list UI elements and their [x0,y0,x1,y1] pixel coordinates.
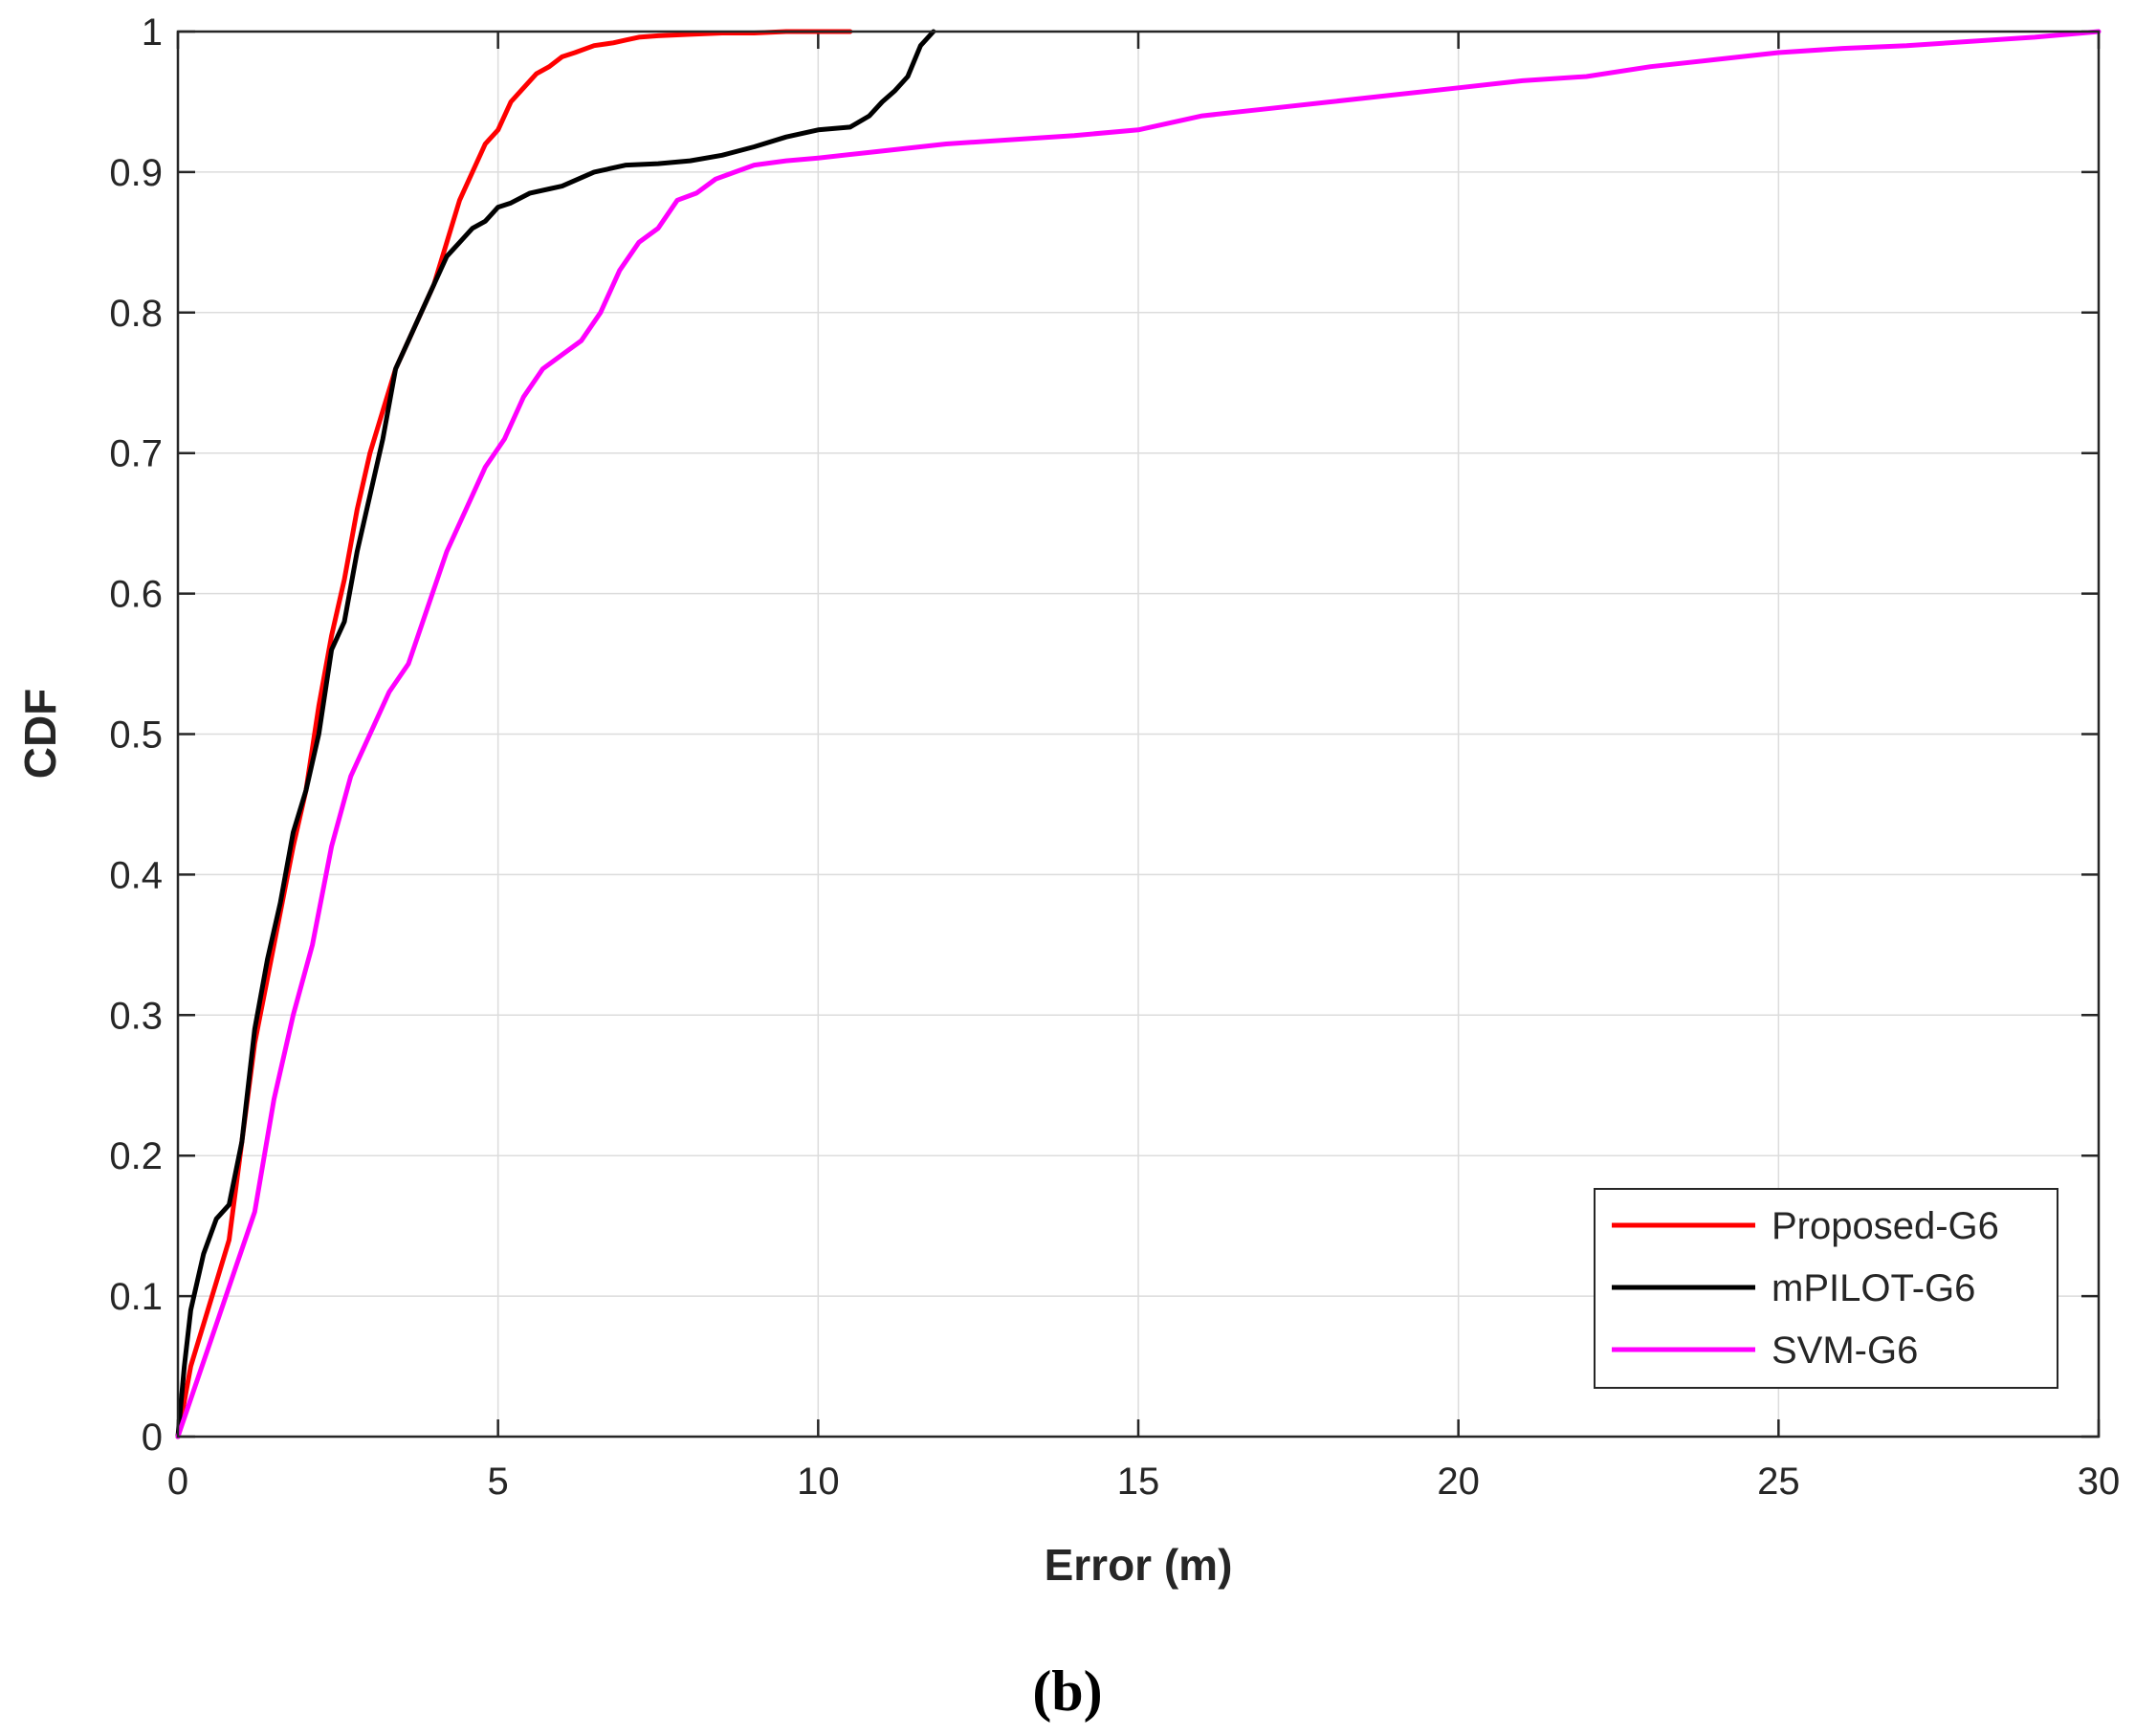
y-tick-label: 0.6 [109,574,163,616]
x-tick-label: 20 [1437,1461,1480,1503]
y-tick-label: 0.3 [109,995,163,1037]
legend-label-proposed-g6: Proposed-G6 [1772,1205,1999,1247]
y-tick-label: 0.5 [109,714,163,757]
y-tick-label: 0 [142,1417,163,1459]
series-lines [175,29,2102,1439]
series-line-mpilot-g6 [175,29,936,1439]
y-axis-title: CDF [15,689,65,780]
legend-label-mpilot-g6: mPILOT-G6 [1772,1267,1975,1309]
y-tick-label: 0.4 [109,854,163,896]
x-tick-label: 5 [488,1461,509,1503]
x-axis-title: Error (m) [1045,1540,1233,1590]
legend-label-svm-g6: SVM-G6 [1772,1329,1918,1372]
x-tick-labels: 0 5 10 15 20 25 30 [167,1461,2120,1503]
x-tick-label: 0 [167,1461,188,1503]
plot-frame [176,30,2101,1439]
y-tick-label: 0.1 [109,1276,163,1318]
legend: Proposed-G6 mPILOT-G6 SVM-G6 [1594,1188,2058,1389]
y-tick-labels: 0 0.1 0.2 0.3 0.4 0.5 0.6 0.7 0.8 0.9 1 [109,11,163,1459]
series-line-svm-g6 [175,29,2102,1439]
y-tick-label: 0.8 [109,293,163,335]
figure-caption: (b) [1032,1659,1102,1723]
y-tick-label: 0.2 [109,1135,163,1177]
x-tick-label: 25 [1757,1461,1800,1503]
x-tick-label: 10 [797,1461,840,1503]
y-tick-label: 0.7 [109,433,163,475]
legend-items: Proposed-G6 mPILOT-G6 SVM-G6 [1612,1205,1999,1372]
y-tick-label: 0.9 [109,152,163,194]
x-tick-label: 15 [1117,1461,1160,1503]
x-tick-label: 30 [2078,1461,2121,1503]
series-line-proposed-g6 [175,29,853,1439]
grid-lines [178,32,2099,1437]
y-tick-label: 1 [142,11,163,54]
